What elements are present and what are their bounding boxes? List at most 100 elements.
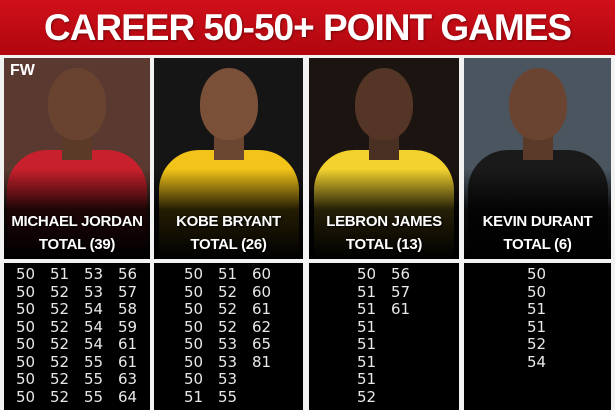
player-card-durant: KEVIN DURANT TOTAL (6) [464,58,611,259]
shade-overlay [4,169,150,259]
score-column: 50 50 50 50 50 50 50 50 [16,265,36,406]
score-cell: 51 [527,300,547,318]
score-cell: 50 [184,282,204,301]
score-cell: 50 [527,265,547,283]
score-cell: 52 [527,335,547,353]
score-cell: 51 [50,265,70,283]
page-title: CAREER 50-50+ POINT GAMES [43,6,572,48]
score-cell: 52 [50,317,70,336]
score-cell: 61 [391,300,411,318]
score-cell: 50 [184,335,204,353]
score-column: 51 52 52 52 53 53 53 55 [218,265,238,406]
score-cell: 55 [218,387,238,406]
score-cell: 60 [252,282,272,301]
score-cell: 51 [357,300,377,318]
score-cell: 59 [118,317,138,336]
score-cell: 65 [252,335,272,353]
score-cell: 54 [84,335,104,353]
score-cell: 51 [357,352,377,371]
player-name: KEVIN DURANT [482,213,593,230]
score-cell: 57 [118,282,138,301]
score-cell: 51 [218,265,238,283]
score-cell: 54 [84,300,104,318]
score-cell: 50 [16,282,36,301]
score-column: 56 57 61 [391,265,411,319]
score-column: 50 51 51 51 51 51 51 52 [357,265,377,406]
score-cell: 56 [118,265,138,283]
scores-table-kobe: 50 50 50 50 50 50 50 51 51 52 52 52 53 53 53 55 60 60 61 62… [154,263,303,410]
score-cell: 51 [357,335,377,353]
score-column: 53 53 54 54 54 55 55 55 [84,265,104,406]
score-cell: 81 [252,352,272,371]
score-cell: 51 [527,317,547,336]
fw-logo: FW [10,62,35,79]
score-cell: 61 [252,300,272,318]
shade-overlay [309,169,459,259]
score-cell: 50 [184,265,204,283]
score-cell: 51 [357,282,377,301]
shade-overlay [154,169,303,259]
player-total: TOTAL (26) [190,236,267,253]
player-total: TOTAL (13) [345,236,423,253]
score-column: 60 60 61 62 65 81 [252,265,272,371]
player-name: KOBE BRYANT [176,213,281,230]
scores-table-jordan: 50 50 50 50 50 50 50 50 51 52 52 52 52 52 52 52 53 53 54 54… [4,263,150,410]
score-cell: 50 [184,370,204,388]
score-cell: 61 [118,335,138,353]
score-cell: 53 [218,352,238,371]
score-cell: 50 [16,352,36,371]
score-cell: 50 [16,300,36,318]
score-column: 56 57 58 59 61 61 63 64 [118,265,138,406]
score-cell: 53 [218,335,238,353]
score-cell: 51 [357,317,377,336]
score-cell: 50 [16,317,36,336]
score-column: 50 50 51 51 52 54 [527,265,547,371]
score-cell: 53 [218,370,238,388]
score-cell: 58 [118,300,138,318]
score-cell: 63 [118,370,138,388]
score-cell: 52 [50,370,70,388]
score-cell: 50 [16,335,36,353]
score-cell: 50 [16,370,36,388]
score-cell: 64 [118,387,138,406]
score-cell: 50 [16,265,36,283]
score-cell: 50 [184,317,204,336]
score-cell: 61 [118,352,138,371]
head [48,68,106,140]
score-cell: 54 [527,352,547,371]
scores-table-lebron: 50 51 51 51 51 51 51 52 56 57 61 [309,263,459,410]
player-name: LEBRON JAMES [326,213,442,230]
player-total: TOTAL (6) [503,236,572,253]
player-total: TOTAL (39) [38,236,116,253]
score-cell: 52 [50,282,70,301]
score-cell: 53 [84,282,104,301]
player-card-jordan: FW MICHAEL JORDAN TOTAL (39) [4,58,150,259]
score-cell: 55 [84,352,104,371]
head [355,68,413,140]
title-banner: CAREER 50-50+ POINT GAMES [0,0,615,55]
score-cell: 52 [50,387,70,406]
score-cell: 52 [218,282,238,301]
score-cell: 62 [252,317,272,336]
score-cell: 53 [84,265,104,283]
score-cell: 50 [357,265,377,283]
score-cell: 54 [84,317,104,336]
score-cell: 55 [84,370,104,388]
score-column: 51 52 52 52 52 52 52 52 [50,265,70,406]
score-cell: 52 [218,317,238,336]
score-cell: 56 [391,265,411,283]
score-cell: 52 [218,300,238,318]
score-cell: 57 [391,282,411,301]
score-cell: 50 [184,352,204,371]
score-cell: 52 [357,387,377,406]
player-card-lebron: LEBRON JAMES TOTAL (13) [309,58,459,259]
player-name: MICHAEL JORDAN [11,213,143,230]
score-cell: 52 [50,352,70,371]
player-card-kobe: KOBE BRYANT TOTAL (26) [154,58,303,259]
score-cell: 52 [50,335,70,353]
score-cell: 51 [357,370,377,388]
scores-table-durant: 50 50 51 51 52 54 [464,263,611,410]
score-cell: 52 [50,300,70,318]
head [199,68,258,140]
score-cell: 50 [16,387,36,406]
